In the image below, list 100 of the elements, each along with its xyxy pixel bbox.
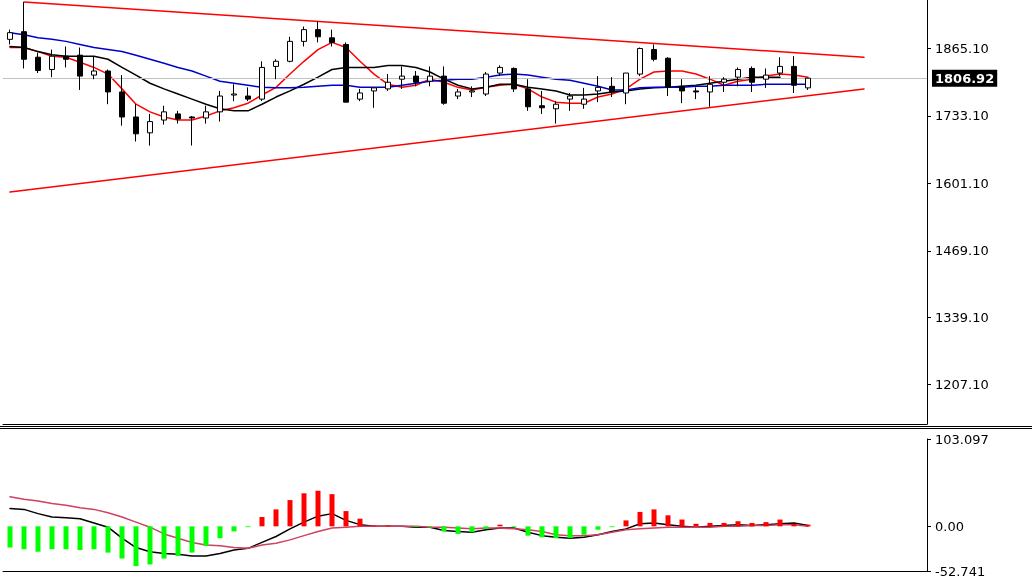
- bar: [441, 526, 447, 532]
- bar: [763, 522, 769, 527]
- candlestick: [707, 75, 713, 108]
- candlestick: [735, 66, 741, 87]
- candlestick: [175, 110, 181, 125]
- candlestick: [231, 83, 237, 102]
- candlestick: [49, 49, 55, 78]
- candlestick: [371, 86, 377, 109]
- bar: [525, 526, 531, 536]
- candlestick: [245, 86, 251, 102]
- candlestick: [273, 58, 279, 80]
- bar: [189, 526, 195, 553]
- candlestick: [497, 64, 503, 77]
- candlestick: [693, 86, 699, 100]
- bar: [553, 526, 559, 539]
- bar: [49, 526, 55, 550]
- bar: [623, 520, 629, 527]
- y-tick-label: 1339.10: [935, 309, 989, 325]
- candlestick: [119, 74, 125, 127]
- bar: [77, 526, 83, 551]
- candlestick: [721, 76, 727, 93]
- bar: [231, 526, 237, 532]
- candlestick: [665, 56, 671, 97]
- candlestick: [595, 75, 601, 103]
- candlestick: [147, 113, 153, 147]
- candlestick: [763, 67, 769, 89]
- candlestick: [329, 29, 335, 47]
- bar: [651, 509, 657, 527]
- bar: [175, 526, 181, 556]
- bar: [595, 526, 601, 530]
- candlestick: [651, 43, 657, 62]
- candlestick: [553, 100, 559, 125]
- bar: [315, 490, 321, 527]
- bar: [665, 515, 671, 527]
- bar: [147, 526, 153, 565]
- bar: [735, 521, 741, 527]
- bar: [329, 494, 335, 527]
- line-series: [9, 41, 809, 121]
- candlestick: [35, 52, 41, 74]
- ref-line-label: 1806.92: [935, 70, 995, 86]
- bar: [21, 526, 27, 550]
- bar: [203, 526, 209, 546]
- y-tick-label: 103.097: [935, 431, 989, 447]
- y-tick-label: 1469.10: [935, 243, 989, 259]
- bar: [217, 526, 223, 539]
- candlestick: [161, 105, 167, 126]
- y-tick-label: 1733.10: [935, 108, 989, 124]
- candlestick: [441, 65, 447, 106]
- candlestick: [469, 85, 475, 98]
- bar: [161, 526, 167, 559]
- y-tick-label: -52.741: [935, 563, 986, 579]
- y-tick-label: 1865.10: [935, 40, 989, 56]
- candlestick: [413, 70, 419, 87]
- bar: [133, 526, 139, 567]
- bar: [455, 526, 461, 534]
- bar: [469, 526, 475, 533]
- candlestick: [511, 66, 517, 93]
- candlestick: [791, 55, 797, 94]
- bar: [539, 526, 545, 538]
- bar: [287, 500, 293, 527]
- bar: [259, 517, 265, 527]
- bar: [357, 518, 363, 527]
- bar: [343, 511, 349, 527]
- candlestick: [749, 65, 755, 93]
- bar: [63, 526, 69, 550]
- y-tick-label: 1207.10: [935, 377, 989, 393]
- bar: [7, 526, 13, 548]
- candlestick: [133, 103, 139, 142]
- bar: [35, 526, 41, 552]
- bar: [567, 526, 573, 539]
- candlestick: [609, 76, 615, 98]
- bar: [483, 526, 489, 529]
- bar: [301, 493, 307, 527]
- candlestick: [679, 78, 685, 104]
- candlestick: [7, 29, 13, 45]
- bar: [105, 526, 111, 553]
- candlestick: [483, 71, 489, 97]
- candlestick: [287, 36, 293, 63]
- bar: [273, 509, 279, 527]
- bar: [581, 526, 587, 535]
- candlestick: [399, 65, 405, 90]
- candlestick: [805, 77, 811, 91]
- bar: [91, 526, 97, 550]
- bar: [119, 526, 125, 559]
- candlestick: [315, 20, 321, 43]
- candlestick: [357, 88, 363, 102]
- line-series: [9, 495, 809, 550]
- candlestick: [455, 88, 461, 100]
- candlestick: [105, 68, 111, 105]
- bar: [637, 511, 643, 527]
- candlestick: [189, 115, 195, 147]
- candlestick: [259, 60, 265, 102]
- candlestick: [91, 55, 97, 80]
- y-tick-label: 1601.10: [935, 175, 989, 191]
- y-tick-label: 0.00: [935, 518, 964, 534]
- candlestick: [301, 26, 307, 47]
- candlestick: [637, 47, 643, 77]
- candlestick: [427, 65, 433, 87]
- candlestick: [385, 73, 391, 92]
- candlestick: [623, 72, 629, 105]
